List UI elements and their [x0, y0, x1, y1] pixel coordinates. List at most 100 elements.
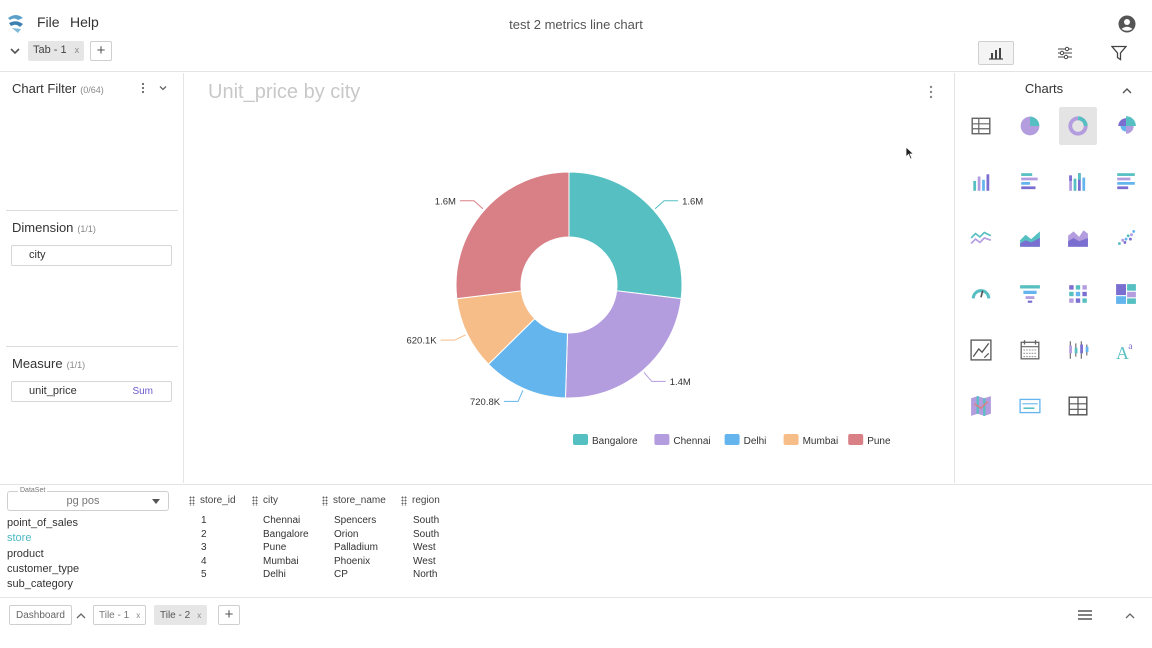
tile-tab-2[interactable]: Tile - 2 x: [154, 605, 208, 625]
chart-type-gauge[interactable]: [962, 275, 1000, 313]
mouse-cursor-icon: [905, 146, 915, 160]
bar-chart-icon: [973, 174, 990, 191]
chart-type-rose[interactable]: [1107, 107, 1145, 145]
menu-help[interactable]: Help: [70, 14, 99, 30]
chevron-down-icon[interactable]: [158, 83, 168, 93]
divider: [6, 210, 178, 211]
chevron-up-icon[interactable]: [1124, 611, 1136, 621]
dataset-selected-value: pg pos: [66, 495, 100, 507]
settings-button[interactable]: [1047, 41, 1083, 65]
tile-tab-label: Tile - 1: [99, 610, 130, 621]
chevron-up-icon[interactable]: [75, 611, 87, 621]
table-item-sub-category[interactable]: sub_category: [7, 578, 74, 591]
chevron-up-icon[interactable]: [1120, 85, 1134, 97]
table-cell: 3: [201, 542, 207, 554]
menu-file[interactable]: File: [37, 14, 60, 30]
chart-type-stacked-bar[interactable]: [1059, 163, 1097, 201]
label-leader-line: [654, 200, 679, 210]
legend-item-chennai[interactable]: Chennai: [654, 434, 711, 447]
menu-icon[interactable]: [1078, 609, 1092, 621]
column-header-city[interactable]: city: [252, 495, 278, 506]
chart-type-filter-card[interactable]: [1011, 387, 1049, 425]
chart-type-stacked-horizontal-bar[interactable]: [1107, 163, 1145, 201]
chart-filter-title: Chart Filter (0/64): [12, 81, 104, 96]
donut-slice-chennai[interactable]: [564, 290, 682, 399]
dashboard-button[interactable]: Dashboard: [9, 605, 72, 625]
label-leader-line: [504, 390, 524, 402]
chart-type-boxplot[interactable]: [1059, 331, 1097, 369]
tab-1[interactable]: Tab - 1 x: [28, 41, 85, 61]
treemap-chart-icon: [1116, 284, 1136, 304]
aggregation-selector[interactable]: Sum: [132, 386, 153, 397]
tile-close-icon[interactable]: x: [197, 611, 202, 620]
table-cell: Delhi: [263, 569, 286, 581]
chart-type-scatter[interactable]: [1107, 219, 1145, 257]
measure-title: Measure (1/1): [12, 356, 85, 371]
chevron-down-icon[interactable]: [8, 44, 22, 58]
chart-type-funnel[interactable]: [1011, 275, 1049, 313]
column-header-store-name[interactable]: store_name: [322, 495, 386, 506]
add-tab-button[interactable]: +: [90, 41, 112, 61]
chart-type-area[interactable]: [1011, 219, 1049, 257]
sliders-icon: [1058, 46, 1072, 60]
table-item-product[interactable]: product: [7, 547, 44, 560]
chart-type-horizontal-bar[interactable]: [1011, 163, 1049, 201]
scatter-chart-icon: [1117, 229, 1136, 245]
data-label: 1.4M: [670, 377, 691, 388]
chart-type-heatmap[interactable]: [1059, 275, 1097, 313]
drag-handle-icon[interactable]: [401, 495, 407, 506]
legend-item-delhi[interactable]: Delhi: [724, 434, 767, 447]
legend-item-mumbai[interactable]: Mumbai: [783, 434, 839, 447]
chart-type-crosstab[interactable]: [1059, 387, 1097, 425]
dimension-count: (1/1): [77, 224, 96, 234]
measure-field-label: unit_price: [29, 385, 77, 397]
drag-handle-icon[interactable]: [189, 495, 195, 506]
label-leader-line: [440, 334, 466, 341]
tile-tab-1[interactable]: Tile - 1 x: [93, 605, 147, 625]
legend-item-bangalore[interactable]: Bangalore: [573, 434, 638, 447]
legend-swatch: [848, 434, 864, 445]
table-cell: Pune: [263, 542, 287, 554]
tile-close-icon[interactable]: x: [136, 611, 141, 620]
calendar-chart-icon: [1020, 340, 1040, 360]
data-label: 1.6M: [682, 196, 703, 207]
more-vert-icon[interactable]: [926, 84, 936, 100]
donut-slice-pune[interactable]: [455, 171, 570, 300]
dimension-field-city[interactable]: city: [11, 245, 172, 266]
tab-close-icon[interactable]: x: [74, 45, 80, 55]
user-account-icon[interactable]: [1118, 15, 1136, 33]
tab-label: Tab - 1: [33, 44, 67, 56]
chart-type-table[interactable]: [962, 107, 1000, 145]
filter-button[interactable]: [1101, 41, 1137, 65]
chart-type-bar[interactable]: [962, 163, 1000, 201]
dataset-select[interactable]: DataSet pg pos: [7, 487, 169, 511]
table-item-customer-type[interactable]: customer_type: [7, 562, 80, 575]
legend-item-pune[interactable]: Pune: [848, 434, 891, 447]
chart-view-button[interactable]: [978, 41, 1014, 65]
chart-type-treemap[interactable]: [1107, 275, 1145, 313]
donut-chart[interactable]: 1.6M 1.4M 720.8K 620.1K 1.6M Bangalore Chenna…: [185, 73, 953, 483]
measure-count: (1/1): [66, 360, 86, 370]
measure-field-unit-price[interactable]: unit_price Sum: [11, 381, 172, 402]
chart-type-text-editor[interactable]: [962, 331, 1000, 369]
column-header-store-id[interactable]: store_id: [189, 495, 236, 506]
table-item-store[interactable]: store: [7, 532, 32, 545]
table-cell: 4: [201, 555, 207, 567]
add-tile-button[interactable]: +: [218, 605, 240, 625]
chart-type-stacked-area[interactable]: [1059, 219, 1097, 257]
chart-type-calendar[interactable]: [1011, 331, 1049, 369]
chart-type-pie[interactable]: [1011, 107, 1049, 145]
chart-type-donut[interactable]: [1059, 107, 1097, 145]
drag-handle-icon[interactable]: [322, 495, 328, 506]
chart-type-line[interactable]: [962, 219, 1000, 257]
column-header-region[interactable]: region: [401, 495, 440, 506]
drag-handle-icon[interactable]: [252, 495, 258, 506]
chart-type-geo-map[interactable]: [962, 387, 1000, 425]
table-item-point-of-sales[interactable]: point_of_sales: [7, 517, 78, 529]
donut-slice-bangalore[interactable]: [568, 171, 683, 300]
chart-area: 1.6M 1.4M 720.8K 620.1K 1.6M Bangalore Chenna…: [185, 73, 953, 483]
more-vert-icon[interactable]: [139, 82, 147, 94]
